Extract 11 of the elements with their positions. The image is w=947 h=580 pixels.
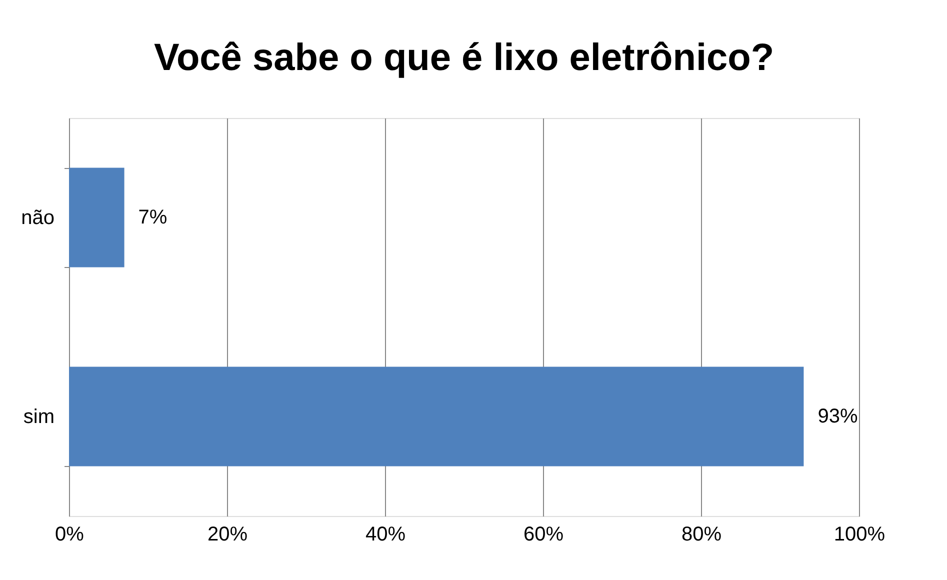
chart-title: Você sabe o que é lixo eletrônico? xyxy=(154,37,774,79)
y-tick-label: não xyxy=(21,207,54,229)
x-tick-label: 40% xyxy=(365,524,406,546)
y-tick-label: sim xyxy=(23,406,54,428)
x-tick-label: 20% xyxy=(207,524,248,546)
text: 7% xyxy=(138,206,168,228)
x-tick-label: 0% xyxy=(55,524,84,546)
x-tick-label: 60% xyxy=(523,524,564,546)
x-tick-label: 80% xyxy=(681,524,722,546)
x-tick-label: 100% xyxy=(834,524,886,546)
text: 93% xyxy=(818,406,858,428)
